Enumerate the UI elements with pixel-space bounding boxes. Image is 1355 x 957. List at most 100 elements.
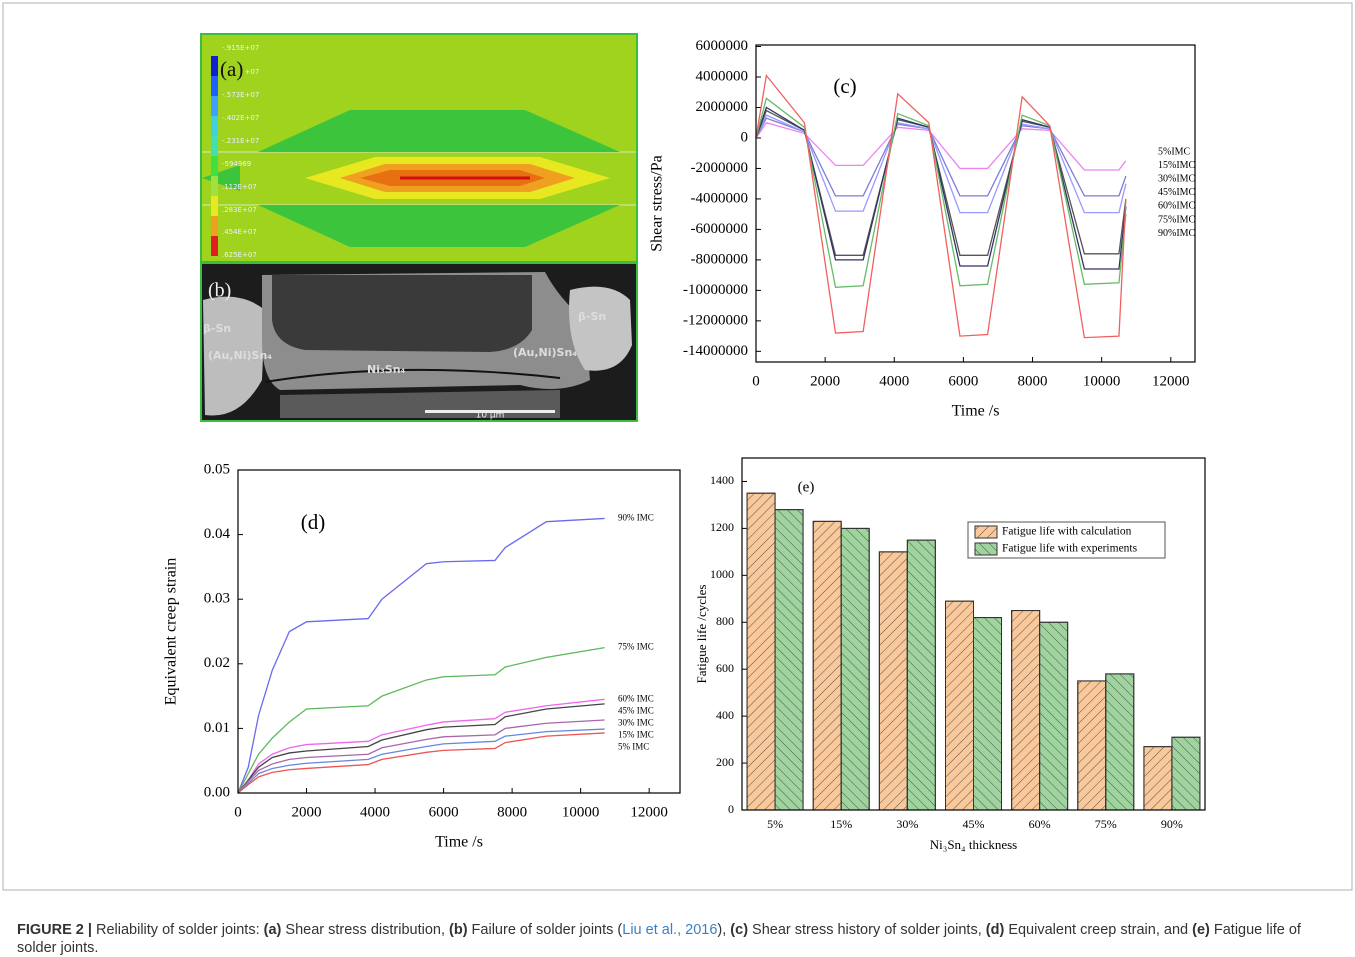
figure: -.915E+07 -.744E+07 -.573E+07 -.402E+07 … [0, 0, 1355, 949]
y-tick-label: -2000000 [691, 160, 749, 176]
bar-hatch [974, 618, 1002, 810]
legend-hatch [975, 526, 997, 538]
series-label: 60% IMC [618, 693, 654, 703]
caption-part: (e) [1192, 922, 1210, 938]
series-line [238, 518, 605, 793]
bar-hatch [1012, 611, 1040, 810]
y-tick-label: -14000000 [683, 343, 748, 359]
caption-part: (d) [986, 922, 1005, 938]
series-label: 90% IMC [618, 513, 654, 523]
bar-hatch [747, 493, 775, 810]
x-tick-label: 12000 [630, 804, 668, 820]
x-tick-label: 30% [896, 817, 918, 831]
x-tick-label: 45% [963, 817, 985, 831]
caption-part: FIGURE 2 | [17, 922, 96, 938]
caption-part: Shear stress history of solder joints, [748, 922, 986, 938]
legend-value: -.915E+07 [222, 44, 259, 52]
series-line [756, 98, 1126, 287]
y-axis-title: Equivalent creep strain [163, 558, 180, 706]
x-tick-label: 10000 [562, 804, 600, 820]
legend-value: -.231E+07 [222, 137, 259, 145]
phase-label: (Au,Ni)Sn₄ [208, 349, 272, 362]
bar-hatch [879, 552, 907, 810]
x-tick-label: 8000 [1018, 373, 1048, 389]
y-tick-label: 800 [716, 614, 734, 628]
legend-entry: Fatigue life with experiments [1002, 543, 1138, 555]
y-tick-label: 400 [716, 708, 734, 722]
series-line [238, 704, 605, 793]
caption-part: Equivalent creep strain, and [1004, 922, 1192, 938]
caption-part: Failure of solder joints ( [468, 922, 623, 938]
bar-hatch [841, 528, 869, 810]
x-tick-label: 0 [752, 373, 760, 389]
panel-label: (e) [798, 479, 815, 495]
page: -.915E+07 -.744E+07 -.573E+07 -.402E+07 … [0, 0, 1355, 949]
panel-label: (c) [833, 74, 856, 98]
bar-hatch [1078, 681, 1106, 810]
bar-hatch [1040, 622, 1068, 810]
y-tick-label: -8000000 [691, 251, 749, 267]
panel-b: (b) β-Sn β-Sn (Au,Ni)Sn₄ (Au,Ni)Sn₄ Ni₃S… [201, 263, 637, 421]
y-tick-label: 600 [716, 661, 734, 675]
x-tick-label: 5% [767, 817, 783, 831]
series-label: 75% IMC [618, 642, 654, 652]
y-tick-label: 1000 [710, 567, 734, 581]
citation[interactable]: Liu et al., 2016 [622, 922, 717, 938]
legend-value: -594969 [222, 160, 251, 168]
y-tick-label: 4000000 [696, 68, 749, 84]
y-tick-label: 0.00 [204, 784, 230, 800]
bar-hatch [813, 521, 841, 810]
y-tick-label: 1400 [710, 473, 734, 487]
y-tick-label: 1200 [710, 520, 734, 534]
x-axis-title: Ni₃Sn₄ thickness [930, 837, 1017, 852]
panel-label: (a) [220, 57, 243, 81]
legend-value: .283E+07 [222, 206, 257, 214]
caption-part: (c) [730, 922, 748, 938]
series-line [238, 729, 605, 793]
bar-hatch [1106, 674, 1134, 810]
y-tick-label: 0 [728, 802, 734, 816]
x-tick-label: 60% [1029, 817, 1051, 831]
y-tick-label: 0.01 [204, 720, 230, 736]
x-tick-label: 2000 [810, 373, 840, 389]
phase-label: (Au,Ni)Sn₄ [513, 346, 577, 359]
series-line [238, 733, 605, 793]
caption-part: (b) [449, 922, 468, 938]
x-tick-label: 4000 [360, 804, 390, 820]
legend-value: .454E+07 [222, 228, 257, 236]
phase-label: β-Sn [203, 322, 231, 335]
bar-hatch [946, 601, 974, 810]
x-tick-label: 10000 [1083, 373, 1121, 389]
series-label: 5% IMC [618, 741, 649, 751]
legend-entry: Fatigue life with calculation [1002, 526, 1132, 538]
bar-hatch [907, 540, 935, 810]
legend-entry: 90%IMC [1158, 228, 1196, 239]
x-tick-label: 6000 [429, 804, 459, 820]
legend-value: .625E+07 [222, 251, 257, 259]
legend-entry: 30%IMC [1158, 173, 1196, 184]
x-tick-label: 2000 [292, 804, 322, 820]
y-tick-label: -10000000 [683, 282, 748, 298]
y-tick-label: 0.05 [204, 461, 230, 477]
y-tick-label: 0.03 [204, 591, 230, 607]
caption-part: (a) [264, 922, 282, 938]
caption: FIGURE 2 | Reliability of solder joints:… [17, 921, 1342, 957]
x-axis-title: Time /s [435, 834, 483, 851]
panel-label: (d) [301, 510, 326, 534]
y-tick-label: -6000000 [691, 221, 749, 237]
x-tick-label: 90% [1161, 817, 1183, 831]
legend-value: .112E+07 [222, 183, 257, 191]
legend-value: -.573E+07 [222, 91, 259, 99]
legend-entry: 15%IMC [1158, 160, 1196, 171]
series-label: 15% IMC [618, 729, 654, 739]
x-tick-label: 4000 [879, 373, 909, 389]
series-label: 45% IMC [618, 705, 654, 715]
legend-entry: 5%IMC [1158, 146, 1191, 157]
phase-label: β-Sn [578, 310, 606, 323]
y-tick-label: -4000000 [691, 190, 749, 206]
x-tick-label: 12000 [1152, 373, 1190, 389]
x-tick-label: 15% [830, 817, 852, 831]
y-tick-label: 6000000 [696, 38, 749, 54]
panel-a: -.915E+07 -.744E+07 -.573E+07 -.402E+07 … [201, 34, 637, 262]
x-tick-label: 75% [1095, 817, 1117, 831]
